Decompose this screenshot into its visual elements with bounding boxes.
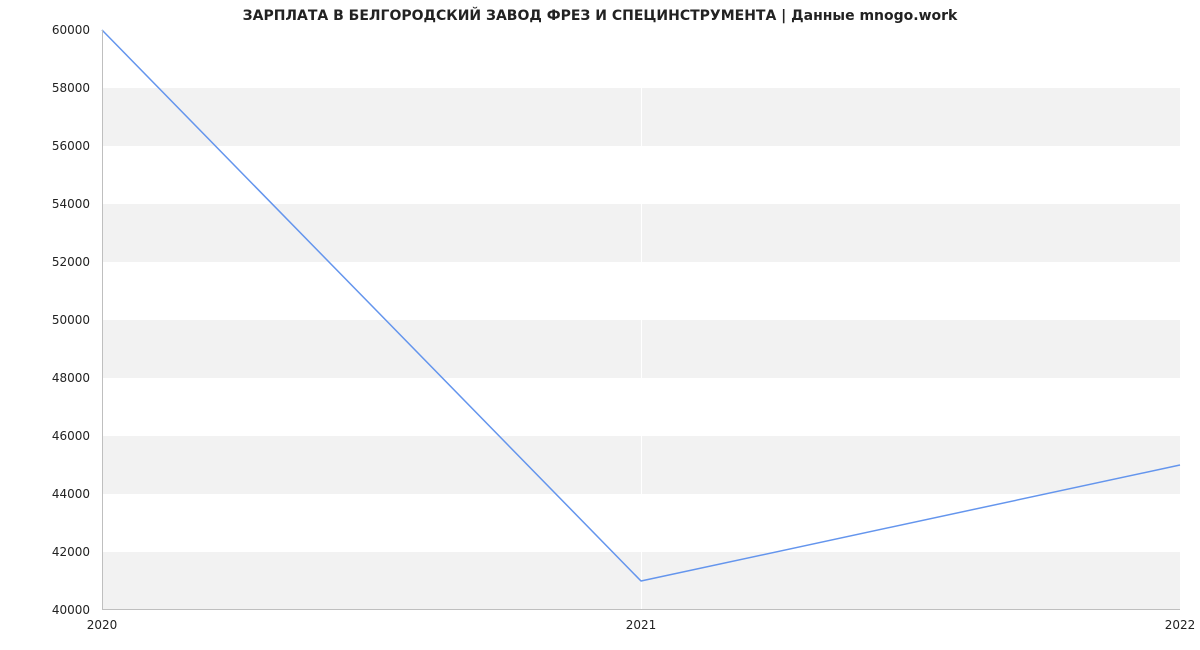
y-tick-label: 52000 [0, 255, 90, 269]
series-salary [102, 30, 1180, 581]
y-tick-label: 46000 [0, 429, 90, 443]
x-tick-label: 2021 [626, 618, 657, 632]
y-axis-line [102, 30, 103, 610]
y-tick-label: 42000 [0, 545, 90, 559]
x-tick-label: 2020 [87, 618, 118, 632]
y-tick-label: 60000 [0, 23, 90, 37]
y-tick-label: 56000 [0, 139, 90, 153]
x-tick-label: 2022 [1165, 618, 1196, 632]
y-tick-label: 44000 [0, 487, 90, 501]
y-tick-label: 50000 [0, 313, 90, 327]
y-tick-label: 40000 [0, 603, 90, 617]
plot-area [102, 30, 1180, 610]
series-layer [102, 30, 1180, 610]
y-tick-label: 48000 [0, 371, 90, 385]
chart-title: ЗАРПЛАТА В БЕЛГОРОДСКИЙ ЗАВОД ФРЕЗ И СПЕ… [0, 8, 1200, 24]
y-tick-label: 54000 [0, 197, 90, 211]
x-axis-line [102, 609, 1180, 610]
y-tick-label: 58000 [0, 81, 90, 95]
salary-line-chart: ЗАРПЛАТА В БЕЛГОРОДСКИЙ ЗАВОД ФРЕЗ И СПЕ… [0, 0, 1200, 650]
